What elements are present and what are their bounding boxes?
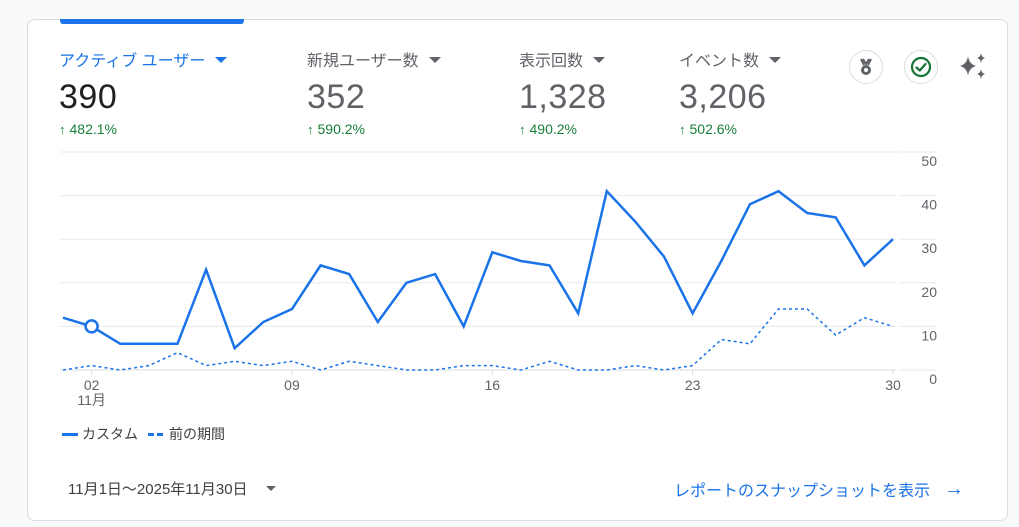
metric-delta-value: 502.6% — [689, 121, 737, 137]
medal-icon — [860, 58, 872, 75]
dashed-line-swatch-icon — [148, 432, 163, 436]
metric-tab-events[interactable]: イベント数 3,206 ↑ 502.6% — [679, 48, 782, 137]
date-range-selector[interactable]: 11月1日～2025年11月30日 — [68, 478, 276, 499]
caret-down-icon[interactable] — [593, 57, 606, 63]
metric-value: 352 — [307, 78, 366, 116]
metric-delta-value: 482.1% — [69, 121, 117, 137]
metric-delta: ↑ 482.1% — [59, 121, 227, 137]
metric-tab-active-users[interactable]: アクティブ ユーザー 390 ↑ 482.1% — [59, 48, 228, 137]
caret-down-icon[interactable] — [769, 57, 782, 63]
check-button[interactable] — [904, 50, 938, 84]
arrow-up-icon: ↑ — [307, 121, 314, 137]
date-range-text: 11月1日～2025年11月30日 — [68, 481, 248, 498]
metric-value: 3,206 — [679, 78, 767, 116]
caret-down-icon[interactable] — [428, 57, 441, 63]
arrow-up-icon: ↑ — [59, 121, 66, 137]
metric-value: 1,328 — [519, 78, 607, 116]
metric-label-text: 新規ユーザー数 — [307, 53, 419, 70]
snapshot-link-text: レポートのスナップショットを表示 — [674, 483, 931, 500]
insights-button[interactable] — [956, 50, 990, 84]
caret-down-icon — [265, 486, 276, 491]
metric-delta: ↑ 490.2% — [519, 121, 607, 137]
metric-label: 表示回数 — [519, 48, 607, 70]
solid-line-swatch-icon — [62, 432, 78, 436]
legend-current: カスタム — [82, 426, 138, 442]
active-tab-indicator — [60, 19, 244, 24]
metric-delta: ↑ 590.2% — [307, 121, 441, 137]
metric-delta-value: 590.2% — [317, 121, 365, 137]
arrow-right-icon: → — [944, 477, 965, 500]
legend-previous: 前の期間 — [169, 426, 225, 442]
metric-label-text: イベント数 — [679, 53, 760, 70]
medal-button[interactable] — [849, 50, 883, 84]
check-circle-icon — [910, 56, 932, 78]
metric-label: 新規ユーザー数 — [307, 48, 441, 70]
metric-tab-new-users[interactable]: 新規ユーザー数 352 ↑ 590.2% — [307, 48, 441, 137]
arrow-up-icon: ↑ — [519, 121, 526, 137]
metric-label-text: 表示回数 — [519, 53, 584, 70]
sparkle-icon — [960, 53, 985, 79]
metric-value: 390 — [59, 78, 118, 116]
metric-delta: ↑ 502.6% — [679, 121, 781, 137]
caret-down-icon[interactable] — [215, 57, 228, 63]
metric-label: アクティブ ユーザー — [59, 48, 228, 70]
metric-label: イベント数 — [679, 48, 782, 70]
metric-delta-value: 490.2% — [529, 121, 577, 137]
arrow-up-icon: ↑ — [679, 121, 686, 137]
metric-label-text: アクティブ ユーザー — [59, 53, 206, 70]
chart-legend: カスタム 前の期間 — [62, 424, 225, 444]
metric-tab-views[interactable]: 表示回数 1,328 ↑ 490.2% — [519, 48, 607, 137]
view-snapshot-link[interactable]: レポートのスナップショットを表示 → — [674, 477, 964, 501]
